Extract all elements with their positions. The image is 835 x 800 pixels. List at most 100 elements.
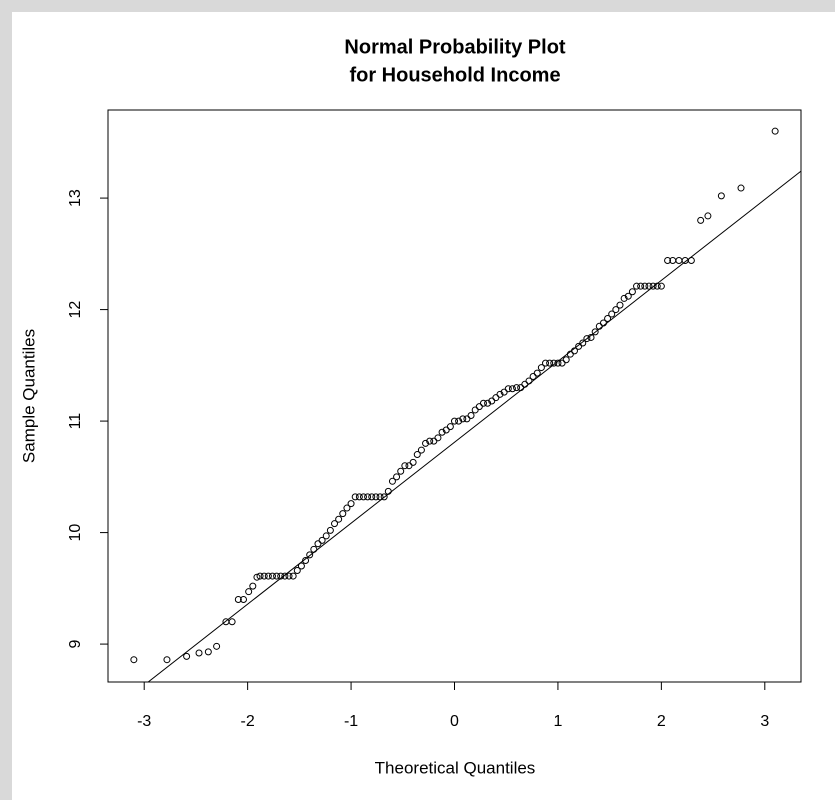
point (163, 656, 171, 664)
point (542, 359, 550, 367)
point (479, 399, 487, 407)
point (575, 342, 583, 350)
point (529, 372, 537, 380)
point (253, 573, 261, 581)
point (737, 184, 745, 192)
y-tick-label: 9 (67, 640, 84, 649)
point (183, 652, 191, 660)
chart-title: Normal Probability Plot (344, 36, 565, 58)
point (645, 282, 653, 290)
point (204, 648, 212, 656)
point (322, 532, 330, 540)
point (401, 462, 409, 470)
point (566, 350, 574, 358)
panel (12, 12, 835, 800)
point (459, 415, 467, 423)
point (595, 322, 603, 330)
point (517, 384, 525, 392)
point (438, 428, 446, 436)
point (297, 562, 305, 570)
point (687, 257, 695, 265)
point (653, 282, 661, 290)
point (496, 390, 504, 398)
point (579, 339, 587, 347)
x-axis-label: Theoretical Quantiles (375, 758, 536, 777)
y-tick-label: 13 (67, 189, 84, 207)
point (558, 359, 566, 367)
point (504, 385, 512, 393)
point (537, 364, 545, 372)
point (570, 347, 578, 355)
point (525, 377, 533, 385)
point (285, 572, 293, 580)
point (612, 306, 620, 314)
point (604, 315, 612, 323)
point (249, 582, 257, 590)
point (513, 384, 521, 392)
point (467, 412, 475, 420)
x-tick-label: 0 (450, 713, 459, 730)
point (239, 595, 247, 603)
point (397, 467, 405, 475)
point (422, 439, 430, 447)
point (355, 493, 363, 501)
point (314, 540, 322, 548)
point (289, 572, 297, 580)
point (624, 292, 632, 300)
x-tick-label: -1 (344, 713, 358, 730)
point (616, 301, 624, 309)
point (620, 294, 628, 302)
point (492, 394, 500, 402)
point (508, 385, 516, 393)
point (434, 434, 442, 442)
point (471, 406, 479, 414)
point (657, 282, 665, 290)
point (228, 618, 236, 626)
x-tick-label: -2 (241, 713, 255, 730)
point (264, 572, 272, 580)
point (426, 437, 434, 445)
point (521, 380, 529, 388)
point (268, 572, 276, 580)
point (195, 649, 203, 657)
point (591, 328, 599, 336)
point (302, 556, 310, 564)
point (641, 282, 649, 290)
point (384, 487, 392, 495)
point (405, 462, 413, 470)
point (413, 451, 421, 459)
point (475, 403, 483, 411)
y-tick-label: 10 (67, 524, 84, 542)
point (533, 369, 541, 377)
point (351, 493, 359, 501)
x-tick-label: 1 (553, 713, 562, 730)
point (664, 257, 672, 265)
point (649, 282, 657, 290)
point (234, 595, 242, 603)
chart-title: for Household Income (349, 64, 560, 86)
point (704, 212, 712, 220)
point (331, 520, 339, 528)
point (359, 493, 367, 501)
point (430, 437, 438, 445)
point (587, 333, 595, 341)
point (500, 388, 508, 396)
y-axis-label: Sample Quantiles (19, 329, 38, 463)
point (550, 359, 558, 367)
point (546, 359, 554, 367)
point (130, 656, 138, 664)
point (245, 588, 253, 596)
point (380, 493, 388, 501)
point (451, 417, 458, 425)
point (599, 319, 607, 327)
point (388, 477, 396, 485)
point (260, 572, 268, 580)
point (310, 545, 318, 553)
point (368, 493, 376, 501)
point (417, 446, 425, 454)
point (281, 572, 289, 580)
point (364, 493, 372, 501)
point (335, 515, 343, 523)
point (339, 510, 347, 518)
